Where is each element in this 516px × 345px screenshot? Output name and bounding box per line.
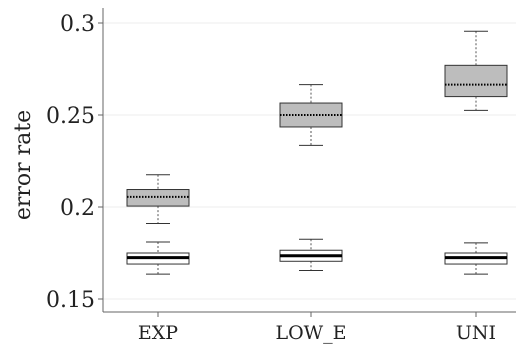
box-exp-series-2 <box>126 241 190 275</box>
box-low_e-series-2 <box>279 238 343 271</box>
x-tick-label: UNI <box>456 322 496 344</box>
x-ticks: EXP LOW_E UNI <box>138 312 496 344</box>
box-exp-series-1 <box>126 174 190 225</box>
y-tick-label: 0.2 <box>60 196 95 221</box>
box-uni-series-1 <box>444 30 508 111</box>
y-axis-label: error rate <box>11 110 36 220</box>
boxes <box>126 30 508 275</box>
axes <box>102 8 516 313</box>
box-uni-series-2 <box>444 242 508 275</box>
y-tick-label: 0.3 <box>60 12 95 37</box>
y-tick-label: 0.15 <box>46 288 95 313</box>
x-tick-label: EXP <box>138 322 178 344</box>
x-tick-label: LOW_E <box>275 322 346 344</box>
box-body <box>444 64 508 98</box>
box-low_e-series-1 <box>279 84 343 146</box>
y-tick-label: 0.25 <box>46 104 95 129</box>
y-ticks: 0.15 0.2 0.25 0.3 <box>46 12 103 313</box>
